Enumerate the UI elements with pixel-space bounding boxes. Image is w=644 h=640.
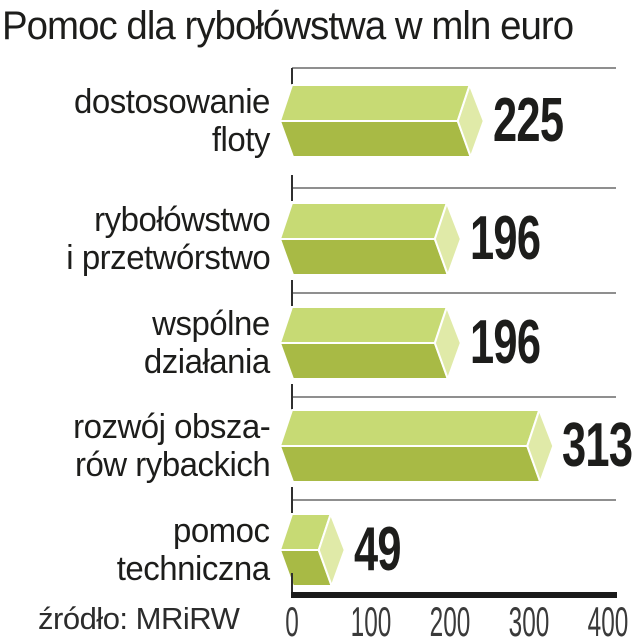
bar-value-label: 196 xyxy=(469,308,541,377)
gridline xyxy=(292,67,616,69)
bar-end-cap xyxy=(456,84,485,158)
category-label-line: floty xyxy=(211,121,271,159)
axis-tick xyxy=(291,175,293,201)
axis-tick xyxy=(291,487,293,513)
gridline xyxy=(292,396,616,398)
bar-value-label: 49 xyxy=(353,515,402,584)
category-label-line: dostosowanie xyxy=(74,83,270,121)
category-label-line: rów rybackich xyxy=(74,446,271,484)
x-tick-label: 200 xyxy=(429,598,471,640)
axis-tick xyxy=(291,384,293,410)
bar-top-face xyxy=(279,306,448,344)
x-tick-label: 100 xyxy=(350,598,392,640)
bar-front-face xyxy=(279,238,449,276)
category-label: rybołówstwo i przetwórstwo xyxy=(66,201,270,277)
chart-title: Pomoc dla rybołówstwa w mln euro xyxy=(2,4,574,48)
axis-tick xyxy=(291,573,293,592)
bar-end-cap xyxy=(526,409,555,483)
bar-front-face xyxy=(279,120,472,158)
bar-top-face xyxy=(279,409,541,447)
bar-front-face xyxy=(279,342,449,380)
category-label: wspólne działania xyxy=(144,305,270,381)
gridline xyxy=(292,292,616,294)
category-label-line: i przetwórstwo xyxy=(66,239,270,277)
x-axis-line xyxy=(291,592,617,598)
bar-end-cap xyxy=(433,202,462,276)
x-tick-label: 300 xyxy=(508,598,550,640)
category-label: dostosowanie floty xyxy=(74,83,270,159)
category-label-line: techniczna xyxy=(117,550,270,588)
category-label-line: wspólne xyxy=(152,305,270,343)
axis-tick xyxy=(291,68,293,86)
x-tick-label: 0 xyxy=(285,598,299,640)
bar-value-label: 196 xyxy=(469,204,541,273)
gridline xyxy=(292,187,616,189)
category-label: rozwój obsza-rów rybackich xyxy=(72,408,271,484)
category-label-line: rozwój obsza- xyxy=(72,408,271,446)
bar-front-face xyxy=(279,445,542,483)
source-note: źródło: MRiRW xyxy=(38,601,240,636)
bar-top-face xyxy=(279,202,448,240)
category-label: pomoc techniczna xyxy=(117,512,270,588)
x-tick-label: 400 xyxy=(587,598,629,640)
bar-value-label: 225 xyxy=(492,86,564,155)
bar-end-cap xyxy=(433,306,462,380)
bar-end-cap xyxy=(317,513,346,587)
bar-top-face xyxy=(279,84,471,122)
bar-value-label: 313 xyxy=(562,411,633,480)
category-label-line: rybołówstwo xyxy=(93,201,271,239)
category-label-line: pomoc xyxy=(173,512,270,550)
axis-tick xyxy=(291,280,293,306)
gridline xyxy=(292,499,616,501)
category-label-line: działania xyxy=(144,343,270,381)
